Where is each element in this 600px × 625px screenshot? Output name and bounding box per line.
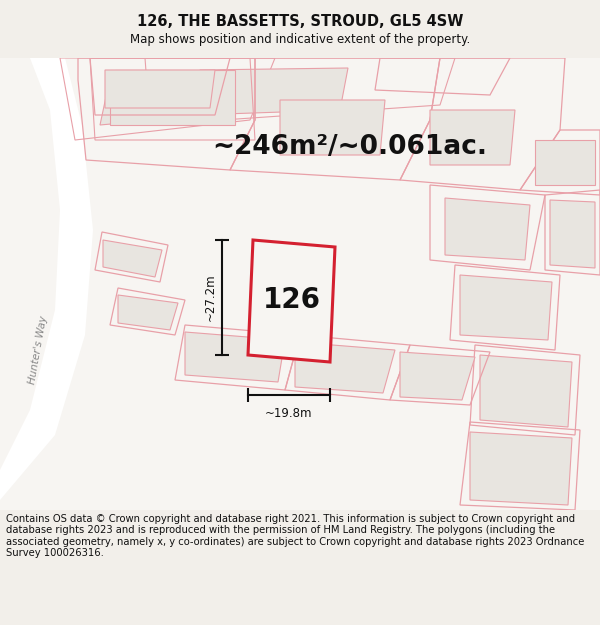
Polygon shape bbox=[550, 200, 595, 268]
Polygon shape bbox=[535, 140, 595, 185]
Polygon shape bbox=[195, 68, 348, 115]
Polygon shape bbox=[100, 70, 225, 125]
Text: Map shows position and indicative extent of the property.: Map shows position and indicative extent… bbox=[130, 33, 470, 46]
Polygon shape bbox=[105, 70, 215, 108]
Text: 126, THE BASSETTS, STROUD, GL5 4SW: 126, THE BASSETTS, STROUD, GL5 4SW bbox=[137, 14, 463, 29]
Text: Hunter's Way: Hunter's Way bbox=[27, 315, 49, 385]
Polygon shape bbox=[280, 100, 385, 155]
Text: ~19.8m: ~19.8m bbox=[265, 407, 313, 420]
Polygon shape bbox=[248, 240, 335, 362]
Polygon shape bbox=[430, 110, 515, 165]
Polygon shape bbox=[480, 355, 572, 427]
Polygon shape bbox=[110, 70, 235, 125]
Polygon shape bbox=[445, 198, 530, 260]
Polygon shape bbox=[460, 275, 552, 340]
Polygon shape bbox=[0, 58, 93, 500]
Text: 126: 126 bbox=[263, 286, 321, 314]
Polygon shape bbox=[470, 432, 572, 505]
Polygon shape bbox=[118, 295, 178, 330]
Polygon shape bbox=[115, 70, 205, 105]
Polygon shape bbox=[400, 352, 475, 400]
Polygon shape bbox=[185, 332, 285, 382]
Text: ~246m²/~0.061ac.: ~246m²/~0.061ac. bbox=[212, 134, 487, 160]
Polygon shape bbox=[295, 342, 395, 393]
Text: Contains OS data © Crown copyright and database right 2021. This information is : Contains OS data © Crown copyright and d… bbox=[6, 514, 584, 558]
Polygon shape bbox=[103, 240, 162, 277]
Text: ~27.2m: ~27.2m bbox=[204, 274, 217, 321]
